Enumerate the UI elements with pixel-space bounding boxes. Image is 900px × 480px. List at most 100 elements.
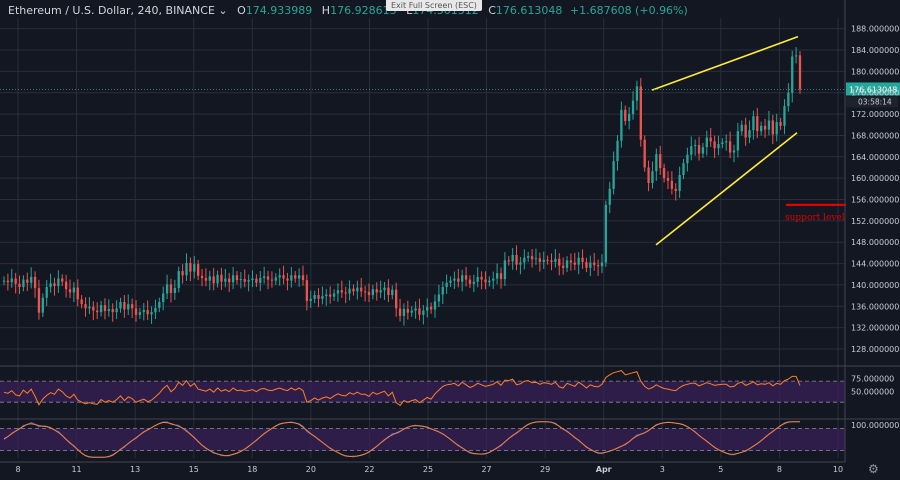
gear-icon[interactable]: ⚙ (868, 462, 879, 476)
candle-body (682, 163, 685, 175)
candle-body (130, 304, 134, 309)
candle-body (181, 271, 184, 276)
candle-body (208, 276, 211, 281)
candle-body (631, 100, 635, 115)
candle-body (503, 260, 507, 280)
candle-body (666, 178, 670, 181)
candle-body (45, 287, 48, 298)
candle-body (433, 301, 437, 310)
candle-body (18, 283, 21, 288)
candle-body (371, 289, 375, 296)
candle-body (445, 282, 448, 288)
price-tick-label: 148.000000 (851, 238, 899, 247)
candle-body (674, 188, 677, 191)
time-tick-label: 20 (306, 465, 316, 474)
stoch-tick-label: 100.000000 (851, 421, 899, 430)
candle-body (639, 86, 642, 140)
rsi-line (3, 370, 801, 407)
time-tick-label: 13 (130, 465, 140, 474)
candle-body (119, 302, 122, 309)
chevron-down-icon[interactable]: ⌄ (218, 4, 228, 17)
candle-body (662, 168, 666, 179)
price-tick-label: 156.000000 (851, 196, 899, 205)
candle-body (53, 283, 56, 286)
candle-body (725, 141, 728, 143)
candle-body (173, 288, 177, 293)
candle-body (686, 154, 689, 164)
candle-body (728, 141, 732, 153)
candle-body (344, 292, 347, 294)
candle-body (495, 273, 499, 279)
candle-body (84, 304, 87, 309)
symbol-title[interactable]: Ethereum / U.S. Dollar, 240, BINANCE (8, 4, 215, 17)
open-label: O (237, 4, 246, 17)
candle-body (767, 120, 771, 130)
candle-body (624, 109, 627, 122)
candle-body (429, 306, 433, 310)
candle-body (604, 204, 608, 263)
candle-body (6, 280, 10, 283)
candle-body (690, 146, 693, 155)
price-tick-label: 164.000000 (851, 153, 899, 162)
candle-body (542, 259, 545, 262)
candle-body (627, 114, 631, 122)
candle-body (783, 106, 786, 126)
candle-body (274, 277, 277, 281)
candle-body (701, 147, 705, 154)
candle-body (228, 278, 231, 283)
change-value: +1.687608 (+0.96%) (569, 4, 688, 17)
candle-body (577, 257, 580, 265)
candle-body (325, 294, 328, 297)
candle-body (220, 274, 223, 282)
candle-body (709, 137, 712, 142)
candle-body (422, 310, 425, 315)
candle-body (134, 308, 138, 315)
candle-body (2, 280, 6, 282)
candle-body (37, 288, 41, 313)
candle-body (196, 264, 200, 276)
time-tick-label: 27 (481, 465, 491, 474)
open-value: 174.933989 (245, 4, 313, 17)
candle-body (775, 122, 778, 135)
chart-header: Ethereum / U.S. Dollar, 240, BINANCE ⌄ O… (8, 4, 688, 17)
exit-fullscreen-button[interactable]: Exit Full Screen (ESC) (386, 0, 482, 11)
candles (2, 47, 802, 326)
candle-body (647, 167, 650, 183)
candle-body (596, 265, 600, 267)
candle-body (169, 284, 173, 293)
candle-body (732, 150, 736, 153)
last-price-label: 176.613048 (849, 85, 897, 94)
candle-body (480, 276, 483, 280)
rsi-band (0, 381, 845, 403)
candle-body (752, 116, 755, 131)
countdown-tag (846, 96, 898, 108)
candle-body (286, 278, 289, 281)
support-label: support level (785, 213, 845, 223)
candle-body (561, 265, 565, 268)
candle-body (410, 310, 413, 313)
candle-body (88, 306, 91, 309)
wedge-upper-line (651, 35, 799, 91)
candle-body (573, 262, 576, 265)
candle-body (247, 280, 250, 282)
close-label: C (488, 4, 496, 17)
candle-body (204, 277, 208, 281)
candle-body (441, 287, 444, 295)
candle-body (111, 308, 114, 313)
candle-body (418, 308, 421, 315)
candle-body (33, 276, 37, 289)
candle-body (620, 109, 623, 141)
time-tick-label: 29 (540, 465, 550, 474)
candle-body (798, 55, 802, 90)
candle-body (530, 256, 534, 260)
high-value: 176.928613 (330, 4, 397, 17)
candle-body (321, 296, 324, 299)
candle-body (585, 261, 588, 268)
candle-body (360, 287, 363, 292)
candle-body (239, 279, 243, 281)
candle-body (10, 278, 13, 283)
price-tick-label: 152.000000 (851, 217, 899, 226)
candle-body (760, 125, 763, 132)
candle-body (64, 281, 68, 290)
